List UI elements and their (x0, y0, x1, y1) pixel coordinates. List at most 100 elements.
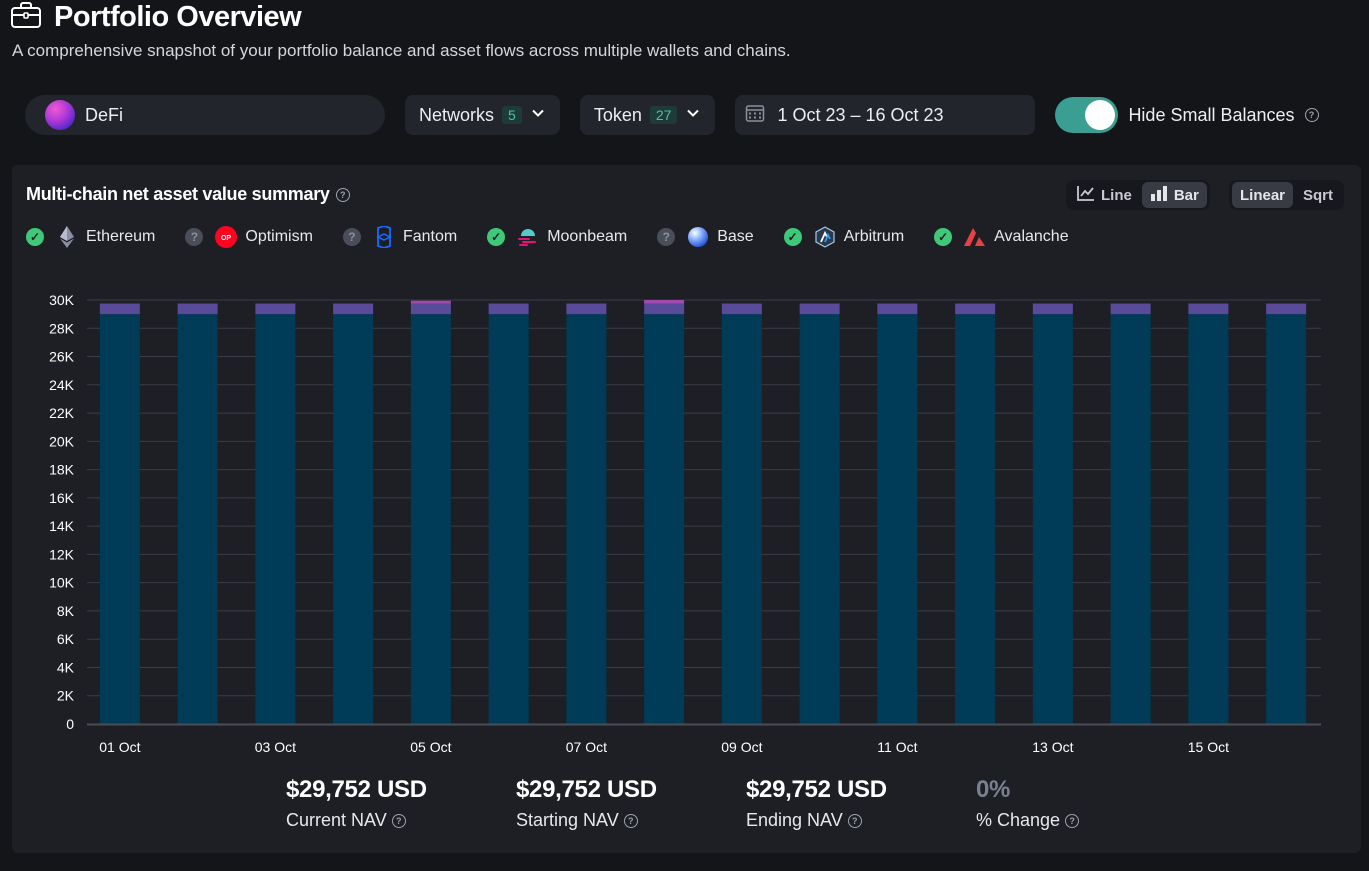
y-tick-label: 30K (49, 292, 75, 308)
bar-segment (877, 314, 918, 724)
legend-label: Moonbeam (547, 228, 628, 245)
sqrt-scale-button[interactable]: Sqrt (1303, 186, 1334, 204)
networks-count-badge: 5 (502, 106, 522, 124)
stat-label: Current NAV (286, 810, 387, 830)
scale-toggle: Linear Sqrt (1229, 180, 1345, 210)
x-tick-label: 05 Oct (410, 739, 451, 755)
x-tick-label: 15 Oct (1188, 739, 1229, 755)
card-title-text: Multi-chain net asset value summary (26, 184, 330, 204)
y-tick-label: 12K (49, 546, 75, 562)
legend-item-moonbeam[interactable]: ✓ Moonbeam (487, 226, 627, 248)
bar-segment (721, 303, 762, 315)
help-icon[interactable]: ? (1065, 813, 1080, 828)
line-mode-label: Line (1101, 186, 1132, 204)
legend-item-optimism[interactable]: ? OP Optimism (185, 226, 313, 248)
bar-segment (1266, 314, 1307, 724)
help-icon[interactable]: ? (1304, 108, 1319, 122)
stat-value: $29,752 USD (516, 776, 657, 803)
stat-label-row: Starting NAV? (516, 810, 746, 831)
date-range-text: 1 Oct 23 – 16 Oct 23 (777, 104, 944, 125)
help-icon[interactable]: ? (623, 813, 638, 828)
page-title: Portfolio Overview (54, 0, 302, 33)
legend-item-fantom[interactable]: ? Fantom (342, 226, 458, 248)
question-icon: ? (657, 228, 676, 246)
linear-scale-button[interactable]: Linear (1232, 182, 1294, 208)
date-range-picker[interactable]: 1 Oct 23 – 16 Oct 23 (735, 95, 1036, 135)
briefcase-icon (10, 1, 42, 34)
bar-segment (99, 314, 140, 724)
stat-starting-nav: $29,752 USD Starting NAV? (516, 776, 746, 831)
legend-label: Fantom (402, 228, 458, 245)
hide-small-balances: Hide Small Balances ? (1055, 97, 1319, 133)
x-tick-label: 03 Oct (255, 739, 296, 755)
stat-label-row: Ending NAV? (746, 810, 976, 831)
stat-label: Starting NAV (516, 810, 619, 830)
help-icon[interactable]: ? (391, 813, 406, 828)
help-icon[interactable]: ? (335, 187, 350, 202)
line-mode-button[interactable]: Line (1069, 182, 1140, 208)
bar-segment (1188, 314, 1229, 724)
line-chart-icon (1077, 185, 1095, 205)
token-label: Token (593, 104, 642, 125)
bar-mode-button[interactable]: Bar (1141, 182, 1207, 208)
bar-segment (488, 303, 529, 315)
chevron-down-icon (685, 105, 701, 126)
y-tick-label: 8K (57, 603, 75, 619)
bar-segment (955, 314, 996, 724)
y-tick-label: 26K (49, 349, 75, 365)
legend-item-ethereum[interactable]: ✓ Ethereum (26, 226, 155, 248)
y-tick-label: 6K (57, 631, 75, 647)
x-tick-label: 07 Oct (566, 739, 607, 755)
page-subtitle: A comprehensive snapshot of your portfol… (12, 41, 791, 60)
check-icon: ✓ (783, 228, 802, 246)
networks-dropdown[interactable]: Networks 5 (405, 95, 560, 135)
bar-segment (644, 303, 685, 315)
bar-chart-icon (1150, 185, 1168, 205)
stat-value: $29,752 USD (286, 776, 427, 803)
wallet-label: DeFi (85, 104, 124, 125)
legend-label: Ethereum (86, 228, 156, 245)
hide-small-balances-toggle[interactable] (1055, 97, 1119, 133)
svg-text:OP: OP (221, 235, 231, 242)
x-tick-label: 09 Oct (721, 739, 762, 755)
bar-segment (410, 300, 451, 304)
bar-segment (877, 303, 918, 315)
y-tick-label: 14K (49, 518, 75, 534)
bar-segment (1266, 303, 1307, 315)
stat-label: Ending NAV (746, 810, 843, 830)
chevron-down-icon (530, 105, 546, 126)
bar-segment (721, 314, 762, 724)
legend-label: Avalanche (994, 228, 1069, 245)
stat-value: 0% (976, 776, 1011, 803)
wallet-selector[interactable]: DeFi (25, 95, 385, 135)
y-tick-label: 2K (57, 688, 75, 704)
stat-ending-nav: $29,752 USD Ending NAV? (746, 776, 976, 831)
bar-segment (99, 303, 140, 315)
check-icon: ✓ (934, 228, 953, 246)
check-icon: ✓ (26, 228, 44, 246)
bar-segment (1188, 303, 1229, 315)
page-header: Portfolio Overview (10, 0, 302, 34)
legend-item-arbitrum[interactable]: ✓ Arbitrum (783, 226, 904, 248)
chart-legend: ✓ Ethereum ? OP Optimism ? Fantom ✓ M (26, 226, 1069, 248)
x-tick-label: 11 Oct (877, 739, 917, 755)
help-icon[interactable]: ? (847, 813, 862, 828)
question-icon: ? (185, 228, 204, 246)
bar-segment (799, 314, 840, 724)
bar-segment (799, 303, 840, 315)
y-tick-label: 16K (49, 490, 75, 506)
stat-label-row: Current NAV? (286, 810, 516, 831)
y-tick-label: 18K (49, 462, 75, 478)
y-tick-label: 10K (49, 575, 75, 591)
y-tick-label: 24K (49, 377, 75, 393)
calendar-icon (745, 103, 765, 128)
hide-small-balances-label: Hide Small Balances (1128, 104, 1295, 125)
base-icon (687, 226, 709, 248)
legend-label: Optimism (245, 228, 313, 245)
networks-label: Networks (419, 104, 495, 125)
bar-segment (644, 300, 685, 304)
token-dropdown[interactable]: Token 27 (579, 95, 716, 135)
legend-item-avalanche[interactable]: ✓ Avalanche (934, 226, 1069, 248)
legend-item-base[interactable]: ? Base (657, 226, 754, 248)
nav-summary-card: 0 2K 4K 6K 8K 10K 12K 14K 16K 18K 20K 22K 24K 26K 28K 3… (12, 165, 1361, 853)
